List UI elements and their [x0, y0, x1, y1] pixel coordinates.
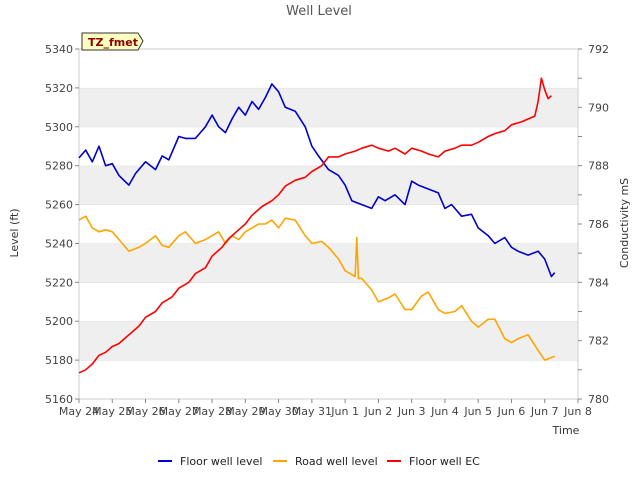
x-tick-label: Jun 6	[497, 405, 526, 418]
grid-band	[79, 165, 578, 205]
y2-axis-label: Conductivity mS	[618, 178, 631, 268]
x-tick-label: May 24	[59, 405, 99, 418]
x-tick-label: May 31	[292, 405, 332, 418]
annotation-badge-box	[81, 32, 144, 51]
grid-band	[79, 49, 578, 88]
y-tick-label: 5260	[45, 199, 73, 212]
x-tick-label: May 30	[258, 405, 298, 418]
x-tick-label: Jun 7	[530, 405, 559, 418]
y2-tick-label: 788	[588, 160, 609, 173]
grid-band	[79, 204, 578, 244]
y-tick-label: 5300	[45, 121, 73, 134]
y-axis-ticks: 5160 5180 5200 5220 5240 5260 5280 5300 5320 5340	[45, 43, 79, 406]
legend-label: Floor well EC	[409, 455, 480, 468]
y-tick-label: 5240	[45, 237, 73, 250]
x-tick-label: Jun 2	[364, 405, 393, 418]
x-tick-label: Jun 8	[563, 405, 592, 418]
x-tick-label: May 28	[192, 405, 232, 418]
y-tick-label: 5340	[45, 43, 73, 56]
x-tick-label: Jun 4	[430, 405, 459, 418]
x-tick-label: Jun 3	[397, 405, 426, 418]
grid-bands	[79, 48, 578, 399]
x-tick-label: May 26	[125, 405, 165, 418]
y2-tick-label: 784	[588, 276, 609, 289]
grid-band	[79, 87, 578, 127]
y-tick-label: 5180	[45, 354, 73, 367]
grid-band	[79, 360, 578, 399]
grid-band	[79, 321, 578, 361]
series-layer	[78, 77, 556, 374]
x-tick-label: May 25	[92, 405, 132, 418]
series-line-floor-well-level	[78, 83, 556, 278]
y2-tick-label: 780	[588, 393, 609, 406]
y-tick-label: 5160	[45, 393, 73, 406]
y2-tick-label: 782	[588, 335, 609, 348]
x-tick-label: Jun 1	[330, 405, 359, 418]
legend-item: Floor well EC	[387, 455, 480, 468]
legend-item: Floor well level	[158, 455, 262, 468]
series-line-road-well-level	[78, 215, 555, 361]
legend-item: Road well level	[273, 455, 378, 468]
x-tick-label: May 29	[225, 405, 265, 418]
x-axis-label: Time	[552, 424, 580, 437]
grid-band	[79, 126, 578, 166]
y-tick-label: 5200	[45, 315, 73, 328]
series-line-floor-well-ec	[78, 77, 552, 374]
legend: Floor well level Road well level Floor wel…	[158, 455, 480, 468]
annotation-badge-text: TZ_fmet	[88, 36, 138, 49]
grid-band	[79, 243, 578, 283]
y2-axis-ticks: 780 782 784 786 788 790 792	[578, 43, 609, 406]
y2-tick-label: 790	[588, 101, 609, 114]
y-tick-label: 5220	[45, 276, 73, 289]
y-tick-label: 5320	[45, 82, 73, 95]
y-tick-label: 5280	[45, 160, 73, 173]
legend-label: Floor well level	[180, 455, 262, 468]
annotation-badge: TZ_fmet	[81, 32, 144, 51]
y2-tick-label: 792	[588, 43, 609, 56]
x-tick-label: May 27	[159, 405, 199, 418]
legend-label: Road well level	[295, 455, 378, 468]
y-axis-label: Level (ft)	[8, 208, 21, 257]
grid-band	[79, 282, 578, 322]
x-tick-label: Jun 5	[463, 405, 492, 418]
y2-tick-label: 786	[588, 218, 609, 231]
chart-title: Well Level	[286, 4, 352, 19]
